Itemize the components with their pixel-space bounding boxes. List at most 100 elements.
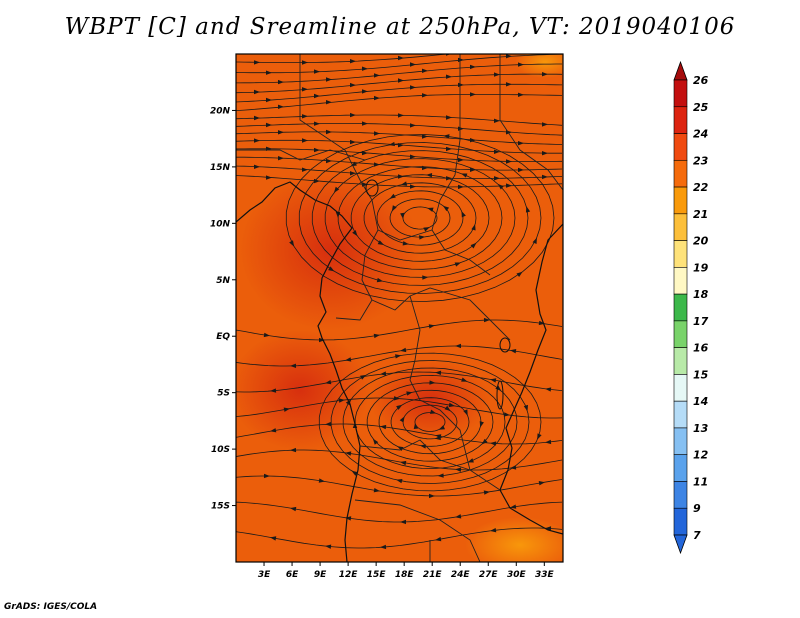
lakes xyxy=(365,179,511,410)
map-panel: 20N 15N 10N 5N EQ 5S 10S 15S 3E 6E 9E 12E 15E 18E 21E… xyxy=(210,53,564,580)
streamline-arrowhead xyxy=(410,154,416,159)
colorbar-label: 24 xyxy=(693,128,708,141)
lat-tick-label: 5N xyxy=(216,276,230,286)
streamline-arrowhead xyxy=(254,164,260,169)
streamline xyxy=(236,319,563,341)
streamline-arrowhead xyxy=(446,146,452,152)
colorbar-box xyxy=(673,133,688,161)
streamline-arrowhead xyxy=(542,174,548,180)
streamline-arrowhead xyxy=(516,271,523,278)
colorbar-box xyxy=(673,374,688,402)
streamline-arrowhead xyxy=(397,446,404,452)
streamline-arrowhead xyxy=(479,421,484,428)
streamline-arrowhead xyxy=(494,118,500,123)
streamline-arrowhead xyxy=(263,332,270,338)
streamline-arrowhead xyxy=(458,157,464,163)
colorbar-box xyxy=(673,481,688,509)
lon-tick-label: 30E xyxy=(507,570,527,580)
colorbar-box xyxy=(673,240,688,268)
streamline-arrowhead xyxy=(325,544,332,549)
streamline-arrowhead xyxy=(494,149,500,154)
streamline-arrowhead xyxy=(538,481,545,486)
streamline-arrowhead xyxy=(350,139,356,145)
streamline-arrowhead xyxy=(429,409,437,414)
streamline-arrowhead xyxy=(350,59,356,64)
colorbar-box xyxy=(673,159,688,188)
streamline-arrowhead xyxy=(446,176,452,181)
colorbar-label: 26 xyxy=(693,74,709,87)
streamline-arrowhead xyxy=(448,402,455,408)
streamline-arrowhead xyxy=(278,79,284,85)
streamline-arrowhead xyxy=(422,134,428,139)
lon-tick-label: 12E xyxy=(339,570,359,580)
streamline-arrowhead xyxy=(374,162,380,167)
streamline-arrowhead xyxy=(481,438,488,445)
streamline-arrowhead xyxy=(506,159,512,164)
streamline xyxy=(414,412,446,432)
streamline-arrowhead xyxy=(503,412,510,417)
streamline-arrowhead xyxy=(314,69,320,74)
streamline-arrowhead xyxy=(266,122,272,128)
streamline xyxy=(236,63,562,84)
country-borders xyxy=(236,54,563,562)
streamline-arrowhead xyxy=(495,385,502,391)
lat-tick-label: EQ xyxy=(216,332,230,342)
colorbar-box xyxy=(673,400,688,429)
colorbar-label: 23 xyxy=(693,154,709,167)
streamline-arrowhead xyxy=(266,175,272,180)
streamline-arrowhead xyxy=(302,60,308,65)
streamline-arrowhead xyxy=(350,112,356,118)
streamline-arrowhead xyxy=(377,240,384,245)
colorbar-box xyxy=(673,106,688,134)
streamline xyxy=(298,142,542,294)
streamline-arrowhead xyxy=(372,438,379,445)
streamline-arrowhead xyxy=(360,374,367,380)
colorbar-box xyxy=(673,79,688,108)
colorbar-top-triangle xyxy=(673,60,688,81)
streamline-arrowhead xyxy=(374,131,380,136)
streamline-arrowhead xyxy=(302,138,308,143)
streamline xyxy=(236,449,563,471)
streamline-arrowhead xyxy=(518,141,524,146)
streamline-arrowhead xyxy=(266,97,272,103)
streamline-arrowhead xyxy=(400,181,408,186)
streamline-arrowhead xyxy=(351,470,358,476)
colorbar-label: 9 xyxy=(693,502,701,515)
streamline-arrowhead xyxy=(429,380,436,385)
streamline xyxy=(236,371,563,393)
streamline-arrowhead xyxy=(483,490,490,495)
colorbar-box xyxy=(673,454,688,482)
streamline-arrowhead xyxy=(506,54,512,59)
colorbar-label: 15 xyxy=(693,368,709,381)
streamline-arrowhead xyxy=(374,95,380,101)
streamline-arrowhead xyxy=(523,404,528,412)
streamline-arrowhead xyxy=(380,424,387,430)
streamline-arrowhead xyxy=(506,183,512,188)
streamline-arrowhead xyxy=(422,275,429,280)
streamline-arrowhead xyxy=(318,337,325,343)
streamline-arrowhead xyxy=(510,349,517,354)
streamline-arrowhead xyxy=(537,433,542,440)
colorbar-box xyxy=(673,267,688,295)
grads-credit: GrADS: IGES/COLA xyxy=(4,602,98,612)
streamline-arrowhead xyxy=(470,138,476,143)
lon-tick-label: 33E xyxy=(535,570,555,580)
streamline-arrowhead xyxy=(400,212,405,219)
lon-tick-label: 18E xyxy=(395,570,415,580)
colorbar-label: 17 xyxy=(693,315,709,328)
colorbar-label: 22 xyxy=(693,181,709,194)
lon-tick-label: 3E xyxy=(258,570,271,580)
colorbar-label: 19 xyxy=(693,261,709,274)
colorbar: 26 25 24 23 22 21 20 19 18 17 16 15 14 13 12 11 9 7 xyxy=(673,60,709,555)
streamline-arrowhead xyxy=(422,93,428,98)
streamline-arrowhead xyxy=(380,371,387,376)
streamline-arrowhead xyxy=(290,506,297,512)
streamline-arrowhead xyxy=(393,396,400,401)
streamline-arrowhead xyxy=(422,68,428,73)
streamline-arrowhead xyxy=(410,62,416,67)
streamline-arrowhead xyxy=(400,347,407,353)
streamline-arrowhead xyxy=(380,544,387,550)
streamline-arrowhead xyxy=(396,478,403,484)
streamline-arrowhead xyxy=(326,77,332,82)
